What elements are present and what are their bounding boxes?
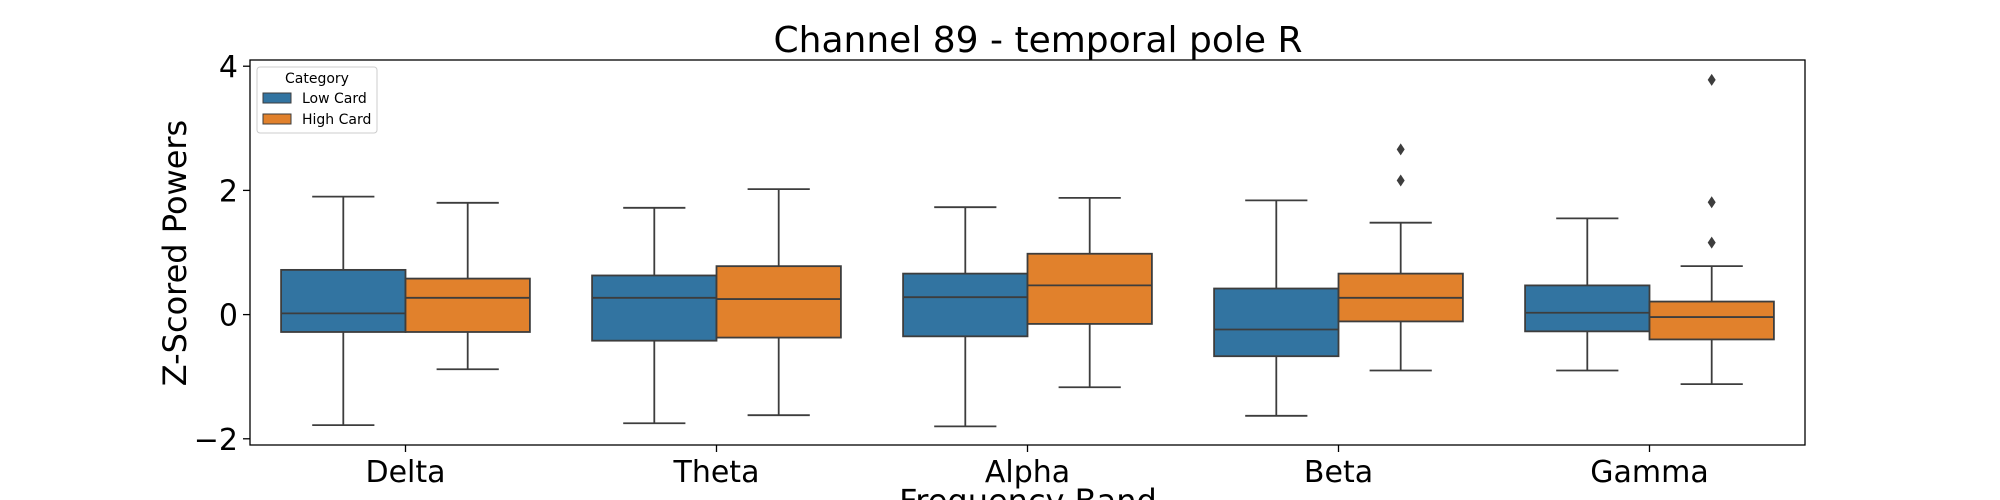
legend-label-low-card: Low Card: [302, 91, 367, 107]
plot-layer: [280, 73, 1775, 428]
box-body: [1648, 300, 1775, 341]
y-tick-label: 4: [219, 50, 238, 85]
x-tick-label: Theta: [673, 455, 760, 490]
x-tick-label: Gamma: [1590, 455, 1708, 490]
box-low-card-gamma: [1524, 217, 1651, 372]
box-body: [1213, 287, 1340, 358]
box-high-card-theta: [715, 188, 842, 417]
outlier-point: [1707, 73, 1716, 86]
box-high-card-gamma: [1648, 73, 1775, 386]
box-body: [715, 265, 842, 339]
x-tick-label: Alpha: [985, 455, 1070, 490]
x-tick-label: Delta: [365, 455, 445, 490]
x-axis: Delta Theta Alpha Beta Gamma: [365, 445, 1709, 490]
plot-area: [249, 59, 1806, 446]
y-tick-label: −2: [194, 423, 238, 458]
outlier-point: [1396, 143, 1405, 156]
box-high-card-delta: [404, 201, 531, 371]
legend: Category Low Card High Card: [256, 66, 378, 134]
box-body: [1524, 284, 1651, 333]
box-body: [591, 274, 718, 342]
box-body: [902, 272, 1029, 338]
box-low-card-beta: [1213, 199, 1340, 417]
y-axis-label: Z-Scored Powers: [156, 120, 194, 386]
legend-title: Category: [285, 71, 349, 87]
legend-swatch-low-card: [262, 92, 292, 104]
x-axis-label: Frequency Band: [899, 482, 1157, 500]
legend-swatch-high-card: [262, 113, 292, 125]
outlier-point: [1707, 196, 1716, 209]
y-tick-label: 2: [219, 174, 238, 209]
x-tick-label: Beta: [1304, 455, 1373, 490]
outlier-point: [1396, 174, 1405, 187]
box-low-card-delta: [280, 195, 407, 427]
legend-label-high-card: High Card: [302, 112, 371, 128]
y-tick-label: 0: [219, 299, 238, 334]
box-high-card-beta: [1337, 143, 1464, 372]
box-body: [404, 277, 531, 333]
outlier-point: [1707, 236, 1716, 249]
box-low-card-theta: [591, 206, 718, 425]
box-high-card-alpha: [1026, 196, 1153, 389]
y-axis: −2 0 2 4: [194, 50, 250, 458]
box-low-card-alpha: [902, 206, 1029, 428]
chart-title: Channel 89 - temporal pole R: [774, 20, 1303, 61]
box-body: [280, 268, 407, 333]
box-body: [1026, 252, 1153, 325]
